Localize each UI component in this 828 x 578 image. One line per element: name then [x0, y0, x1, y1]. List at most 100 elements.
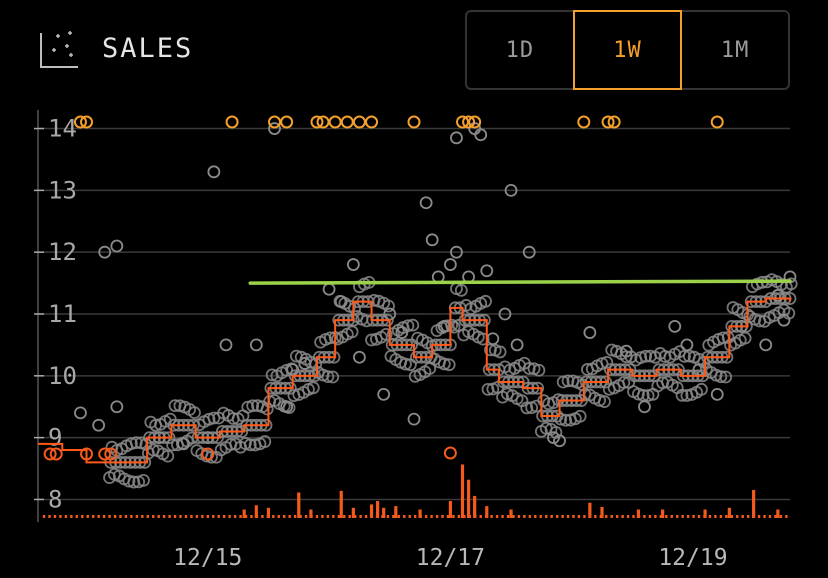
- volume-bar: [418, 509, 422, 518]
- scatter-point: [406, 318, 420, 332]
- scatter-point: [443, 258, 457, 271]
- high-outlier-marker: [328, 115, 342, 129]
- volume-baseline-mark: [659, 515, 663, 518]
- scatter-point: [510, 338, 524, 352]
- volume-baseline-mark: [353, 515, 357, 518]
- volume-baseline-mark: [288, 515, 291, 518]
- scatter-point: [777, 313, 791, 327]
- scatter-point: [382, 299, 395, 313]
- volume-baseline-mark: [545, 515, 548, 518]
- volume-baseline-mark: [424, 515, 428, 518]
- volume-baseline-mark: [594, 515, 597, 518]
- range-1m-button[interactable]: 1M: [720, 37, 750, 63]
- x-tick-label: 12/15: [173, 545, 242, 571]
- x-axis: 12/15 12/17 12/19: [173, 545, 727, 571]
- scatter-point: [98, 245, 112, 259]
- volume-baseline-mark: [692, 515, 695, 518]
- scatter-point: [437, 357, 451, 371]
- volume-baseline-mark: [162, 515, 166, 518]
- high-outlier-marker: [577, 115, 591, 129]
- outlier-markers: [43, 115, 724, 461]
- volume-baseline-mark: [452, 515, 455, 518]
- volume-baseline-mark: [244, 515, 248, 518]
- volume-baseline-mark: [583, 515, 586, 518]
- volume-bar: [636, 509, 640, 518]
- scatter-point: [161, 449, 175, 463]
- volume-baseline-mark: [774, 515, 777, 518]
- volume-bar: [509, 509, 513, 518]
- scatter-point: [425, 233, 439, 247]
- scatter-point: [205, 450, 218, 464]
- chart-title: SALES: [102, 33, 194, 64]
- median-price-line: [38, 297, 791, 464]
- scatter-point: [520, 401, 534, 415]
- range-1w-button[interactable]: 1W: [572, 10, 683, 90]
- volume-bar: [588, 502, 592, 518]
- volume-baseline-mark: [605, 515, 608, 518]
- y-tick-label: 11: [48, 300, 77, 328]
- volume-bar: [600, 506, 604, 518]
- volume-bar: [466, 479, 471, 518]
- scatter-point: [326, 370, 340, 384]
- scatter-point: [207, 165, 221, 179]
- low-outlier-marker: [43, 447, 57, 461]
- scatter-point: [476, 332, 490, 346]
- volume-baseline-mark: [572, 515, 575, 518]
- scatter-point: [638, 400, 651, 414]
- volume-baseline-mark: [261, 515, 264, 518]
- volume-baseline-mark: [102, 515, 106, 518]
- volume-bar: [339, 490, 343, 518]
- scatter-point: [334, 295, 348, 309]
- volume-baseline-mark: [81, 515, 84, 518]
- low-outlier-marker: [98, 447, 112, 461]
- volume-baseline-mark: [626, 515, 630, 518]
- volume-baseline-mark: [714, 515, 717, 518]
- volume-baseline-mark: [53, 515, 57, 518]
- volume-baseline-mark: [222, 515, 226, 518]
- median-line: [38, 297, 791, 464]
- scatter-point: [695, 382, 708, 396]
- scatter-point: [321, 370, 335, 384]
- volume-bars: [42, 464, 788, 518]
- scatter-point: [639, 349, 653, 363]
- volume-baseline-mark: [293, 515, 297, 518]
- volume-baseline-mark: [97, 515, 100, 518]
- volume-baseline-mark: [430, 515, 433, 518]
- volume-baseline-mark: [212, 515, 215, 518]
- high-outlier-marker: [601, 115, 615, 129]
- volume-baseline-mark: [441, 515, 444, 518]
- volume-bar: [266, 507, 271, 518]
- volume-baseline-mark: [501, 515, 504, 518]
- volume-baseline-mark: [206, 515, 210, 518]
- volume-baseline-mark: [435, 515, 439, 518]
- scatter-point: [498, 307, 512, 321]
- volume-baseline-mark: [741, 515, 744, 518]
- volume-baseline-mark: [408, 515, 411, 518]
- volume-baseline-mark: [495, 515, 499, 518]
- volume-baseline-mark: [304, 515, 308, 518]
- low-outlier-marker: [201, 447, 215, 461]
- scatter-point: [480, 264, 494, 278]
- volume-baseline-mark: [610, 515, 613, 518]
- range-1d-button[interactable]: 1D: [505, 37, 535, 63]
- volume-baseline-mark: [42, 515, 46, 518]
- high-outlier-marker: [310, 115, 324, 129]
- volume-bar: [473, 495, 477, 518]
- scatter-point: [249, 338, 263, 352]
- volume-baseline-mark: [621, 515, 624, 518]
- y-tick-label: 8: [48, 485, 62, 513]
- high-outlier-marker: [468, 115, 482, 129]
- volume-baseline-mark: [228, 515, 231, 518]
- volume-baseline-mark: [272, 515, 275, 518]
- volume-baseline-mark: [779, 515, 783, 518]
- high-outlier-marker: [316, 115, 330, 129]
- volume-baseline-mark: [299, 515, 302, 518]
- y-tick-label: 12: [48, 238, 77, 266]
- y-tick-label: 10: [48, 362, 77, 390]
- scatter-point: [219, 338, 233, 352]
- volume-baseline-mark: [233, 515, 237, 518]
- scatter-point: [554, 412, 568, 426]
- volume-baseline-mark: [632, 515, 635, 518]
- scatter-point: [74, 406, 87, 420]
- scatter-point: [547, 431, 560, 445]
